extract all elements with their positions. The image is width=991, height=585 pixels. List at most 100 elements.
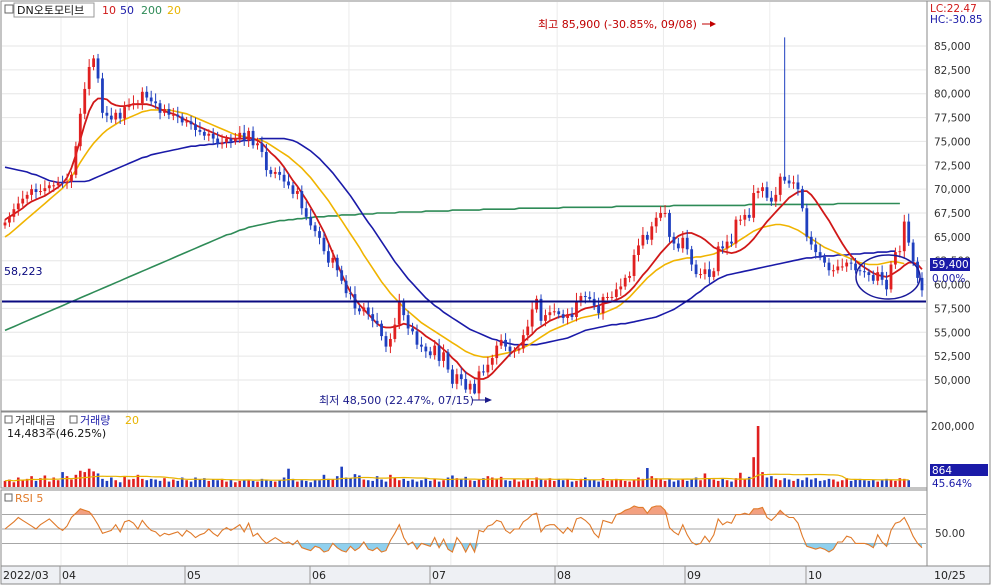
candle-body (690, 249, 694, 265)
volume-bar (260, 478, 264, 487)
volume-bar (880, 480, 884, 487)
price-tick-label: 60,000 (934, 280, 971, 292)
candle-body (672, 236, 676, 244)
price-tick-label: 65,000 (934, 232, 971, 244)
ma200-label: 200 (141, 4, 162, 17)
candle-body (676, 243, 680, 249)
volume-bar (380, 479, 383, 487)
volume-bar (110, 477, 113, 487)
candle-body (322, 237, 326, 252)
volume-bar (832, 479, 835, 487)
volume-bar (304, 480, 308, 487)
candle-body (282, 174, 286, 182)
candle-body (273, 171, 277, 174)
volume-bar (783, 478, 786, 487)
candle-body (557, 311, 561, 315)
candle-body (645, 234, 649, 240)
candle-body (43, 188, 47, 192)
volume-bar (34, 480, 38, 487)
candle-body (442, 352, 445, 361)
volume-bar (446, 477, 450, 487)
highlight-ellipse[interactable] (855, 254, 921, 300)
volume-bar (225, 481, 228, 487)
candle-body (734, 219, 738, 244)
candle-body (375, 320, 379, 324)
volume-bar (522, 480, 525, 487)
volume-bar (579, 478, 583, 487)
volume-bar (149, 478, 153, 487)
volume-bar (273, 481, 277, 487)
volume-bar (814, 478, 817, 487)
volume-bar (344, 477, 348, 487)
volume-bar (619, 479, 623, 487)
candle-body (889, 264, 893, 290)
volume-bar (490, 477, 494, 487)
candle-body (827, 262, 831, 271)
volume-bar (269, 480, 273, 487)
price-axis-ticks: 85,000 82,500 80,000 77,500 75,000 72,500 70,0… (934, 41, 971, 387)
candle-body (30, 189, 33, 195)
candle-body (885, 279, 888, 290)
candle-body (167, 108, 171, 115)
candle-body (260, 143, 264, 152)
low-arrow-head (485, 397, 492, 403)
candle-body (371, 314, 375, 321)
candle-body (473, 383, 476, 394)
candle-body (641, 234, 645, 246)
volume-bar (867, 480, 871, 487)
volume-bar (322, 474, 326, 487)
candle-body (287, 181, 290, 186)
candle-body (78, 113, 82, 147)
volume-bar (123, 476, 126, 487)
x-axis-label: 2022/03 (3, 569, 49, 582)
candle-body (894, 252, 897, 265)
volume-bar (362, 479, 366, 487)
volume-bar (809, 479, 813, 487)
volume-bar (575, 480, 578, 487)
volume-subtitle-checkbox[interactable] (69, 415, 78, 424)
rsi-title: RSI 5 (15, 492, 43, 505)
header-checkbox[interactable] (4, 4, 14, 14)
stock-name-box[interactable] (13, 2, 95, 18)
candle-body (96, 58, 100, 79)
candle-body (437, 345, 441, 361)
volume-bar (734, 478, 738, 487)
volume-bar (43, 475, 47, 487)
candle-body (823, 256, 826, 263)
candle-body (725, 241, 729, 249)
volume-bar (327, 478, 330, 487)
candle-body (513, 350, 516, 352)
volume-bar (229, 479, 233, 487)
candle-body (300, 191, 304, 209)
candle-body (136, 103, 140, 105)
candle-body (247, 130, 251, 141)
candle-body (800, 189, 804, 209)
ma10-label: 10 (102, 4, 116, 17)
candle-body (251, 130, 255, 146)
volume-bar (708, 478, 711, 487)
rsi-checkbox[interactable] (4, 493, 13, 502)
volume-bar (668, 478, 671, 487)
candle-body (552, 311, 556, 313)
volume-checkbox[interactable] (4, 415, 13, 424)
volume-bar (752, 457, 755, 487)
volume-bar (393, 477, 397, 487)
volume-bar (300, 480, 304, 487)
ma50-line (4, 137, 896, 346)
volume-bar (606, 480, 609, 487)
volume-bar (340, 466, 343, 487)
volume-bar (384, 481, 388, 487)
candle-body (366, 307, 370, 315)
candle-body (12, 209, 16, 217)
candle-body (535, 298, 538, 310)
volume-bar (52, 477, 56, 487)
candle-body (389, 338, 392, 347)
volume-bar (442, 480, 445, 487)
candle-body (357, 308, 361, 312)
volume-bar (659, 479, 662, 487)
candle-body (220, 142, 224, 145)
x-axis-labels: 2022/03 04 05 06 07 08 09 10 10/25 (3, 566, 966, 584)
volume-bar (725, 480, 729, 487)
volume-bar (87, 468, 91, 487)
